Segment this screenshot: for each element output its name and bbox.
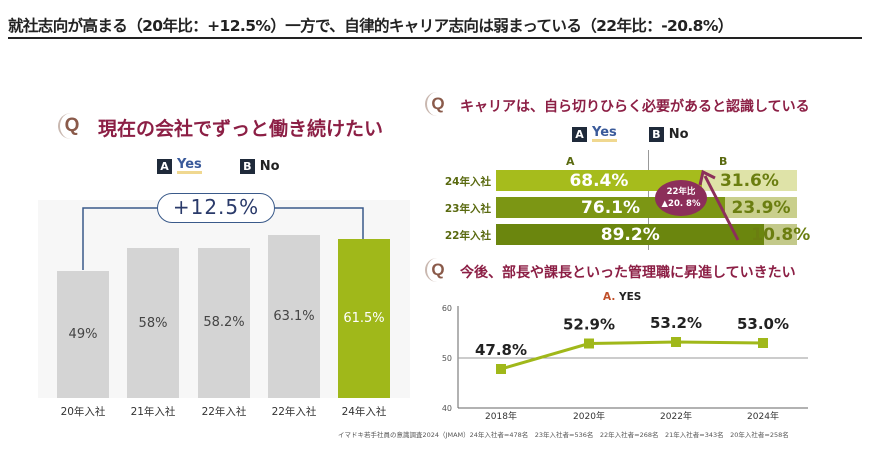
- series-prefix: A.: [603, 291, 616, 303]
- bar: 49%: [57, 270, 109, 398]
- segment-b: 31.6%: [701, 170, 797, 191]
- legend-a-badge: A: [572, 126, 587, 142]
- series-label: A. YES: [603, 291, 641, 303]
- data-label: 47.8%: [475, 341, 527, 359]
- x-tick-label: 21年入社: [130, 406, 176, 418]
- q-icon: Q: [425, 92, 449, 116]
- segment-b: 10.8%: [751, 224, 811, 245]
- bar: 58.2%: [198, 247, 250, 398]
- x-tick-label: 2020年: [573, 410, 605, 422]
- data-label: 52.9%: [563, 316, 615, 334]
- x-tick-label: 24年入社: [341, 406, 387, 418]
- data-point: [496, 364, 506, 374]
- legend-b-label: No: [259, 158, 280, 174]
- y-tick-label: 50: [442, 354, 452, 363]
- x-tick-label: 2018年: [485, 410, 517, 422]
- legend-a-label: Yes: [592, 125, 617, 142]
- title-underline: [8, 37, 862, 39]
- column-a-header: A: [566, 155, 575, 168]
- bar-value-label: 61.5%: [343, 311, 385, 327]
- bar-value-label: 58%: [138, 315, 168, 331]
- data-point: [671, 337, 681, 347]
- x-tick-label: 2022年: [660, 410, 692, 422]
- row-label: 23年入社: [444, 203, 491, 215]
- stacked-row: 68.4% 31.6%: [496, 170, 797, 191]
- y-tick-label: 60: [442, 304, 452, 313]
- data-point: [584, 338, 594, 349]
- x-tick-label: 20年入社: [60, 406, 106, 418]
- row-label: 22年入社: [444, 230, 491, 242]
- bar: 63.1%: [268, 235, 320, 398]
- annotation-badge: 22年比 ▲20. 8%: [655, 180, 707, 216]
- q-icon: Q: [58, 113, 84, 139]
- bar-value-label: 58.2%: [203, 315, 245, 331]
- annotation-delta: +12.5%: [157, 193, 275, 223]
- bar-value-label: 49%: [68, 326, 98, 342]
- bar: 58%: [127, 248, 179, 398]
- chart3-title: 今後、部長や課長といった管理職に昇進していきたい: [460, 265, 796, 281]
- annotation-line2: ▲20. 8%: [661, 199, 701, 209]
- segment-a: 89.2%: [496, 224, 765, 245]
- q-icon: Q: [425, 258, 449, 282]
- chart1-legend: A Yes B No: [157, 158, 280, 174]
- legend-a-badge: A: [157, 158, 172, 174]
- segment-a: 68.4%: [496, 170, 702, 191]
- chart2-legend: A Yes B No: [572, 126, 689, 142]
- series-line: [500, 340, 764, 371]
- stacked-row: 89.2% 10.8%: [496, 224, 811, 245]
- y-tick-label: 40: [442, 404, 452, 413]
- legend-b-badge: B: [239, 158, 255, 174]
- footnote: イマドキ若手社員の意識調査2024（JMAM）24年入社者=478名 23年入社…: [338, 431, 789, 439]
- legend-b-badge: B: [648, 126, 664, 142]
- data-point: [758, 338, 768, 348]
- x-tick-label: 2024年: [747, 410, 779, 422]
- x-tick-label: 22年入社: [271, 406, 317, 418]
- chart2-title: キャリアは、自ら切りひらく必要があると認識している: [460, 99, 810, 115]
- x-tick-label: 22年入社: [201, 406, 247, 418]
- row-label: 24年入社: [444, 176, 491, 188]
- data-label: 53.0%: [737, 315, 789, 333]
- bar-value-label: 63.1%: [273, 309, 315, 325]
- page-title: 就社志向が高まる（20年比：+12.5%）一方で、自律的キャリア志向は弱まってい…: [8, 17, 733, 35]
- legend-a-label: Yes: [177, 157, 202, 174]
- chart1-title: 現在の会社でずっと働き続けたい: [98, 118, 384, 140]
- segment-b: 23.9%: [725, 197, 797, 218]
- bar: 61.5%: [338, 239, 390, 398]
- column-b-header: B: [719, 155, 728, 168]
- legend-b-label: No: [668, 126, 689, 142]
- data-label: 53.2%: [650, 314, 702, 332]
- series-name: YES: [618, 291, 642, 303]
- annotation-line1: 22年比: [666, 187, 696, 197]
